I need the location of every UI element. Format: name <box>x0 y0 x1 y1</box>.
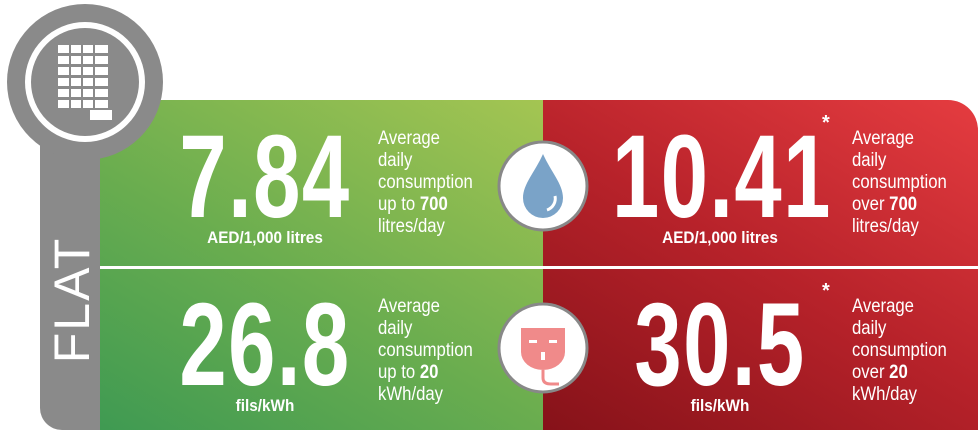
note-text: Average daily consumption over <box>852 128 947 215</box>
consumption-note: Average daily consumption up to 20 kWh/d… <box>378 296 475 406</box>
note-unit: litres/day <box>378 216 445 237</box>
price-value: 7.84 <box>179 111 351 243</box>
category-label: FLAT <box>44 236 100 364</box>
plug-icon <box>497 302 589 394</box>
divider <box>100 266 978 269</box>
price-unit: fils/kWh <box>690 396 750 415</box>
consumption-note: Average daily consumption up to 700 litr… <box>378 128 475 238</box>
note-limit: 20 <box>889 362 908 383</box>
note-text: Average daily consumption up to <box>378 296 473 383</box>
note-unit: kWh/day <box>852 384 918 405</box>
consumption-note: Average daily consumption over 700 litre… <box>852 128 949 238</box>
building-badge <box>7 4 163 160</box>
red-panel <box>543 100 978 430</box>
note-unit: kWh/day <box>378 384 444 405</box>
water-icon <box>497 140 589 232</box>
side-tab <box>40 120 102 430</box>
footnote-mark: * <box>822 280 830 302</box>
price-unit: AED/1,000 litres <box>207 228 323 247</box>
price-value: 10.41 <box>612 111 832 243</box>
price-unit: AED/1,000 litres <box>662 228 778 247</box>
note-limit: 20 <box>419 362 439 383</box>
note-limit: 700 <box>889 194 918 215</box>
consumption-note: Average daily consumption over 20 kWh/da… <box>852 296 949 406</box>
price-value: 30.5 <box>634 279 806 411</box>
note-text: Average daily consumption over <box>852 296 947 383</box>
price-unit: fils/kWh <box>235 396 295 415</box>
note-unit: litres/day <box>852 216 919 237</box>
green-panel <box>100 100 543 430</box>
price-value: 26.8 <box>179 279 351 411</box>
note-limit: 700 <box>419 194 448 215</box>
note-text: Average daily consumption up to <box>378 128 473 215</box>
footnote-mark: * <box>822 112 830 134</box>
